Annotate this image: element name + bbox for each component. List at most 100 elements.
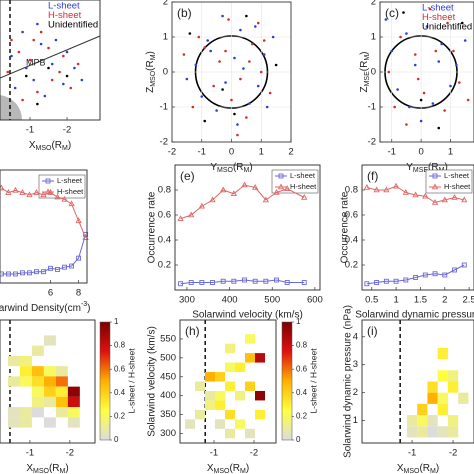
- heat-cell: [19, 417, 32, 428]
- label-part: (R: [428, 162, 439, 173]
- y-tick-label: 4: [353, 331, 358, 342]
- plot-border: [361, 319, 474, 444]
- label-part: Y: [210, 162, 217, 173]
- y-axis-label: Occurrence rate: [340, 191, 351, 263]
- legend-marker: [432, 173, 438, 179]
- heat-cell: [437, 370, 448, 382]
- marker: [383, 186, 390, 193]
- x-axis-label: YMSO(RM): [210, 162, 252, 174]
- point: [233, 112, 236, 116]
- heat-cell: [55, 407, 68, 418]
- y-tick-label: 1: [371, 32, 376, 43]
- marker: [252, 183, 259, 190]
- heat-cell: [7, 376, 20, 387]
- heat-cell: [7, 407, 20, 418]
- heat-cell: [427, 392, 438, 404]
- heat-cell: [185, 419, 195, 429]
- y-tick-label: 0.6: [345, 210, 358, 221]
- marker: [27, 270, 32, 276]
- label-part: MSO: [150, 70, 157, 87]
- x-tick-label: -2: [449, 448, 457, 459]
- point: [185, 77, 189, 81]
- colorbar-tick-label: 0: [114, 435, 119, 444]
- marker: [61, 195, 68, 202]
- x-tick-label: -2: [66, 448, 74, 459]
- point: [13, 86, 17, 90]
- marker: [392, 182, 400, 189]
- x-axis-label: XMSO(RM): [26, 463, 68, 474]
- heat-cell: [225, 381, 235, 391]
- point: [405, 123, 408, 126]
- marker: [188, 280, 194, 285]
- heat-cell: [245, 381, 255, 391]
- point: [197, 35, 201, 39]
- legend-label: Unidentified: [48, 20, 98, 31]
- point: [47, 46, 50, 50]
- heat-cell: [215, 400, 225, 410]
- x-tick-label: 500: [264, 295, 280, 306]
- point: [466, 98, 470, 102]
- heat-cell: [406, 426, 418, 438]
- marker: [432, 271, 438, 277]
- marker: [41, 269, 46, 275]
- heat-cell: [225, 362, 235, 373]
- point: [384, 18, 388, 21]
- label-part: X: [29, 140, 36, 151]
- legend-label: Unidentified: [422, 22, 472, 33]
- point: [50, 62, 54, 66]
- marker: [231, 278, 237, 284]
- heat-cell: [215, 390, 225, 401]
- plot-border: [174, 164, 321, 291]
- y-tick-label: 0.4: [158, 235, 171, 246]
- heat-cell: [43, 366, 56, 377]
- marker: [403, 277, 409, 283]
- point: [408, 105, 411, 109]
- legend-marker: [44, 188, 52, 195]
- planet: [0, 95, 23, 120]
- marker: [413, 275, 419, 280]
- heat-cell: [55, 376, 68, 387]
- point: [10, 38, 13, 42]
- point: [262, 39, 266, 42]
- y-tick-label: 0.8: [345, 185, 358, 196]
- heat-cell: [437, 347, 448, 360]
- point: [230, 98, 233, 102]
- point: [76, 62, 80, 66]
- point: [50, 78, 54, 82]
- y-tick-label: 1: [163, 32, 168, 43]
- marker: [5, 271, 11, 277]
- point: [206, 39, 209, 42]
- y-tick-label: 2: [371, 0, 376, 8]
- plot-border: [361, 164, 474, 291]
- point: [268, 91, 272, 95]
- heat-cell: [55, 386, 68, 397]
- point: [36, 90, 39, 94]
- marker: [54, 193, 61, 200]
- y-tick-label: 0: [371, 67, 376, 78]
- panel-label: (h): [185, 324, 200, 338]
- legend-marker: [277, 183, 285, 190]
- point: [39, 42, 43, 46]
- legend-label: H-sheet: [48, 10, 82, 21]
- legend-label: L-sheet: [422, 3, 454, 14]
- label-part: ): [246, 463, 249, 474]
- heat-cell: [447, 426, 459, 438]
- point: [251, 42, 254, 46]
- heat-cell: [447, 381, 459, 393]
- marker: [364, 281, 370, 287]
- colorbar-tick-label: 0.6: [296, 364, 308, 373]
- label-part: ): [68, 140, 71, 151]
- heat-cell: [245, 334, 255, 344]
- heat-cell: [215, 419, 225, 429]
- marker: [198, 202, 206, 209]
- heat-cell: [245, 428, 255, 439]
- label-part: ): [444, 162, 447, 173]
- heat-cell: [67, 417, 80, 428]
- y-tick-label: 1: [353, 415, 358, 426]
- marker: [48, 265, 53, 271]
- x-axis-label: XMSO(RM): [207, 463, 249, 474]
- heat-cell: [406, 415, 418, 427]
- point: [21, 30, 24, 34]
- y-tick-label: 500: [160, 352, 176, 363]
- label-part: Y: [406, 162, 413, 173]
